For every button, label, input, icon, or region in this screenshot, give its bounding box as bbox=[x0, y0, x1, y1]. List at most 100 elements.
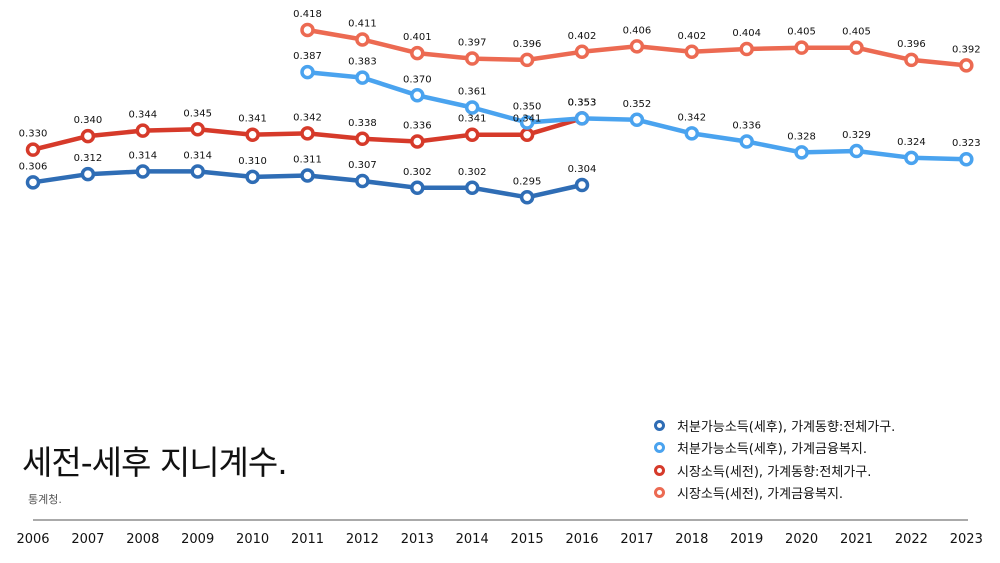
data-label: 0.302 bbox=[403, 167, 432, 178]
data-label: 0.314 bbox=[128, 150, 157, 161]
data-point bbox=[300, 22, 315, 38]
x-tick-label: 2009 bbox=[181, 532, 214, 547]
data-point bbox=[25, 142, 41, 157]
data-point bbox=[739, 41, 754, 57]
x-tick-label: 2019 bbox=[730, 532, 763, 547]
x-tick-label: 2023 bbox=[950, 532, 983, 547]
legend-label: 시장소득(세전), 가계동향:전체가구. bbox=[677, 464, 872, 480]
data-label: 0.312 bbox=[74, 153, 103, 164]
data-label: 0.304 bbox=[568, 164, 597, 175]
legend-item: 시장소득(세전), 가계동향:전체가구. bbox=[654, 459, 895, 482]
data-label: 0.402 bbox=[568, 31, 597, 42]
data-point bbox=[135, 164, 151, 179]
data-point bbox=[80, 166, 96, 182]
data-label: 0.396 bbox=[897, 39, 926, 50]
data-point bbox=[574, 177, 590, 193]
data-point bbox=[410, 134, 425, 149]
data-point bbox=[245, 169, 260, 185]
data-point bbox=[684, 126, 700, 141]
data-point bbox=[135, 123, 151, 138]
data-point bbox=[300, 168, 315, 183]
data-point bbox=[464, 51, 480, 66]
data-point bbox=[849, 40, 864, 55]
data-label: 0.338 bbox=[348, 118, 377, 129]
data-label: 0.341 bbox=[458, 114, 487, 125]
x-tick-label: 2021 bbox=[840, 532, 873, 547]
data-label: 0.323 bbox=[952, 138, 981, 149]
data-point bbox=[684, 44, 700, 60]
data-label: 0.295 bbox=[513, 176, 542, 187]
data-point bbox=[464, 180, 480, 196]
x-tick-label: 2007 bbox=[71, 532, 104, 547]
chart-legend: 처분가능소득(세후), 가계동향:전체가구. 처분가능소득(세후), 가계금융복… bbox=[654, 414, 895, 504]
data-point bbox=[464, 100, 480, 115]
data-point bbox=[355, 131, 370, 147]
data-label: 0.353 bbox=[568, 97, 597, 108]
data-label: 0.404 bbox=[732, 28, 761, 39]
data-point bbox=[80, 128, 96, 144]
x-tick-label: 2016 bbox=[565, 532, 598, 547]
data-label: 0.397 bbox=[458, 38, 487, 49]
data-point bbox=[519, 52, 535, 68]
data-label: 0.352 bbox=[623, 99, 652, 110]
data-point bbox=[190, 122, 205, 137]
data-point bbox=[464, 127, 480, 142]
data-point bbox=[959, 151, 974, 167]
data-label: 0.406 bbox=[623, 25, 652, 36]
data-label: 0.306 bbox=[19, 161, 48, 172]
legend-label: 처분가능소득(세후), 가계금융복지. bbox=[677, 442, 867, 458]
data-label: 0.307 bbox=[348, 160, 377, 171]
x-tick-label: 2013 bbox=[401, 532, 434, 547]
data-label: 0.411 bbox=[348, 19, 377, 30]
data-point bbox=[355, 32, 370, 47]
data-point bbox=[519, 115, 535, 130]
x-tick-label: 2022 bbox=[895, 532, 928, 547]
legend-marker-icon bbox=[654, 442, 665, 454]
legend-item: 처분가능소득(세후), 가계금융복지. bbox=[654, 437, 895, 460]
data-point bbox=[300, 64, 315, 80]
data-point bbox=[410, 45, 425, 61]
data-label: 0.401 bbox=[403, 32, 432, 43]
data-label: 0.405 bbox=[787, 27, 816, 38]
data-point bbox=[190, 164, 205, 179]
data-label: 0.311 bbox=[293, 155, 322, 166]
data-label: 0.353 bbox=[568, 97, 597, 108]
data-point bbox=[574, 111, 590, 126]
data-label: 0.370 bbox=[403, 74, 432, 85]
legend-label: 처분가능소득(세후), 가계동향:전체가구. bbox=[677, 419, 896, 435]
data-point bbox=[794, 145, 809, 160]
chart-title: 세전-세후 지니계수. bbox=[22, 443, 288, 482]
x-tick-label: 2017 bbox=[620, 532, 653, 547]
chart-source: 통계청. bbox=[28, 493, 62, 506]
data-label: 0.361 bbox=[458, 87, 487, 98]
x-tick-label: 2010 bbox=[236, 532, 269, 547]
data-point bbox=[959, 58, 974, 73]
data-point bbox=[519, 190, 535, 205]
data-point bbox=[355, 70, 370, 85]
data-point bbox=[410, 88, 425, 103]
data-label: 0.342 bbox=[293, 112, 322, 123]
data-label: 0.324 bbox=[897, 137, 926, 148]
data-label: 0.336 bbox=[403, 121, 432, 132]
data-label: 0.345 bbox=[183, 108, 212, 119]
data-point bbox=[300, 126, 315, 141]
data-label: 0.396 bbox=[513, 39, 542, 50]
data-label: 0.341 bbox=[513, 114, 542, 125]
data-point bbox=[739, 134, 754, 149]
legend-item: 처분가능소득(세후), 가계동향:전체가구. bbox=[654, 414, 895, 437]
legend-label: 시장소득(세전), 가계금융복지. bbox=[677, 487, 844, 503]
data-label: 0.342 bbox=[677, 112, 706, 123]
data-point bbox=[904, 52, 919, 68]
data-label: 0.402 bbox=[677, 31, 706, 42]
data-label: 0.302 bbox=[458, 167, 487, 178]
x-tick-label: 2012 bbox=[346, 532, 379, 547]
data-label: 0.329 bbox=[842, 130, 871, 141]
data-label: 0.341 bbox=[238, 114, 267, 125]
legend-marker-icon bbox=[654, 419, 665, 431]
data-point bbox=[25, 175, 41, 190]
data-point bbox=[794, 40, 809, 55]
x-tick-label: 2014 bbox=[456, 532, 489, 547]
data-label: 0.383 bbox=[348, 57, 377, 68]
data-point bbox=[245, 127, 260, 142]
